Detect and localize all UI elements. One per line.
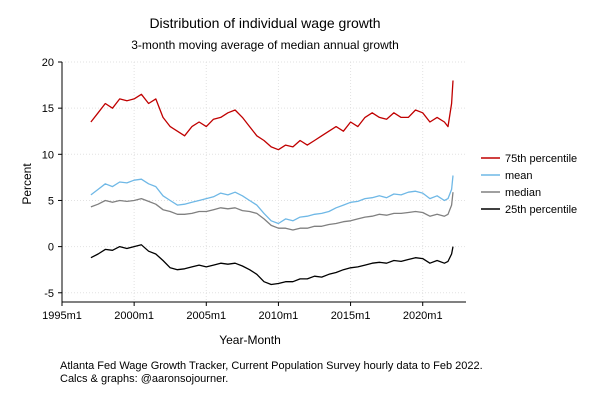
x-axis-title: Year-Month [219,333,281,347]
y-tick-label: 15 [42,103,54,115]
source-note-line-1: Atlanta Fed Wage Growth Tracker, Current… [60,360,483,372]
chart-subtitle: 3-month moving average of median annual … [131,38,399,52]
y-axis-title: Percent [20,163,34,205]
y-tick-label: 10 [42,149,54,161]
x-tick-label: 1995m1 [42,310,82,322]
x-tick-label: 2015m1 [331,310,371,322]
legend-label-75th-percentile: 75th percentile [505,153,577,165]
legend-label-mean: mean [505,170,533,182]
y-tick-label: -5 [44,288,54,300]
chart-title: Distribution of individual wage growth [149,15,380,31]
series-line-75th-percentile [90,80,454,151]
legend: 75th percentile mean median 25th percentile [481,153,577,216]
x-tick-label: 2010m1 [259,310,299,322]
y-tick-label: 20 [42,57,54,69]
source-note-line-2: Calcs & graphs: @aaronsojourner. [60,373,228,385]
y-axis-ticks: -5 0 5 10 15 20 [42,57,62,300]
y-tick-label: 0 [48,242,54,254]
x-axis-ticks: 1995m1 2000m1 2005m1 2010m1 2015m1 2020m1 [42,302,443,322]
x-tick-label: 2000m1 [114,310,154,322]
y-tick-label: 5 [48,195,54,207]
series-lines [90,80,454,286]
legend-label-25th-percentile: 25th percentile [505,204,577,216]
x-tick-label: 2020m1 [403,310,443,322]
legend-label-median: median [505,187,541,199]
x-tick-label: 2005m1 [186,310,226,322]
series-line-mean [90,175,454,225]
series-line-median [90,192,454,231]
series-line-25th-percentile [90,244,454,286]
